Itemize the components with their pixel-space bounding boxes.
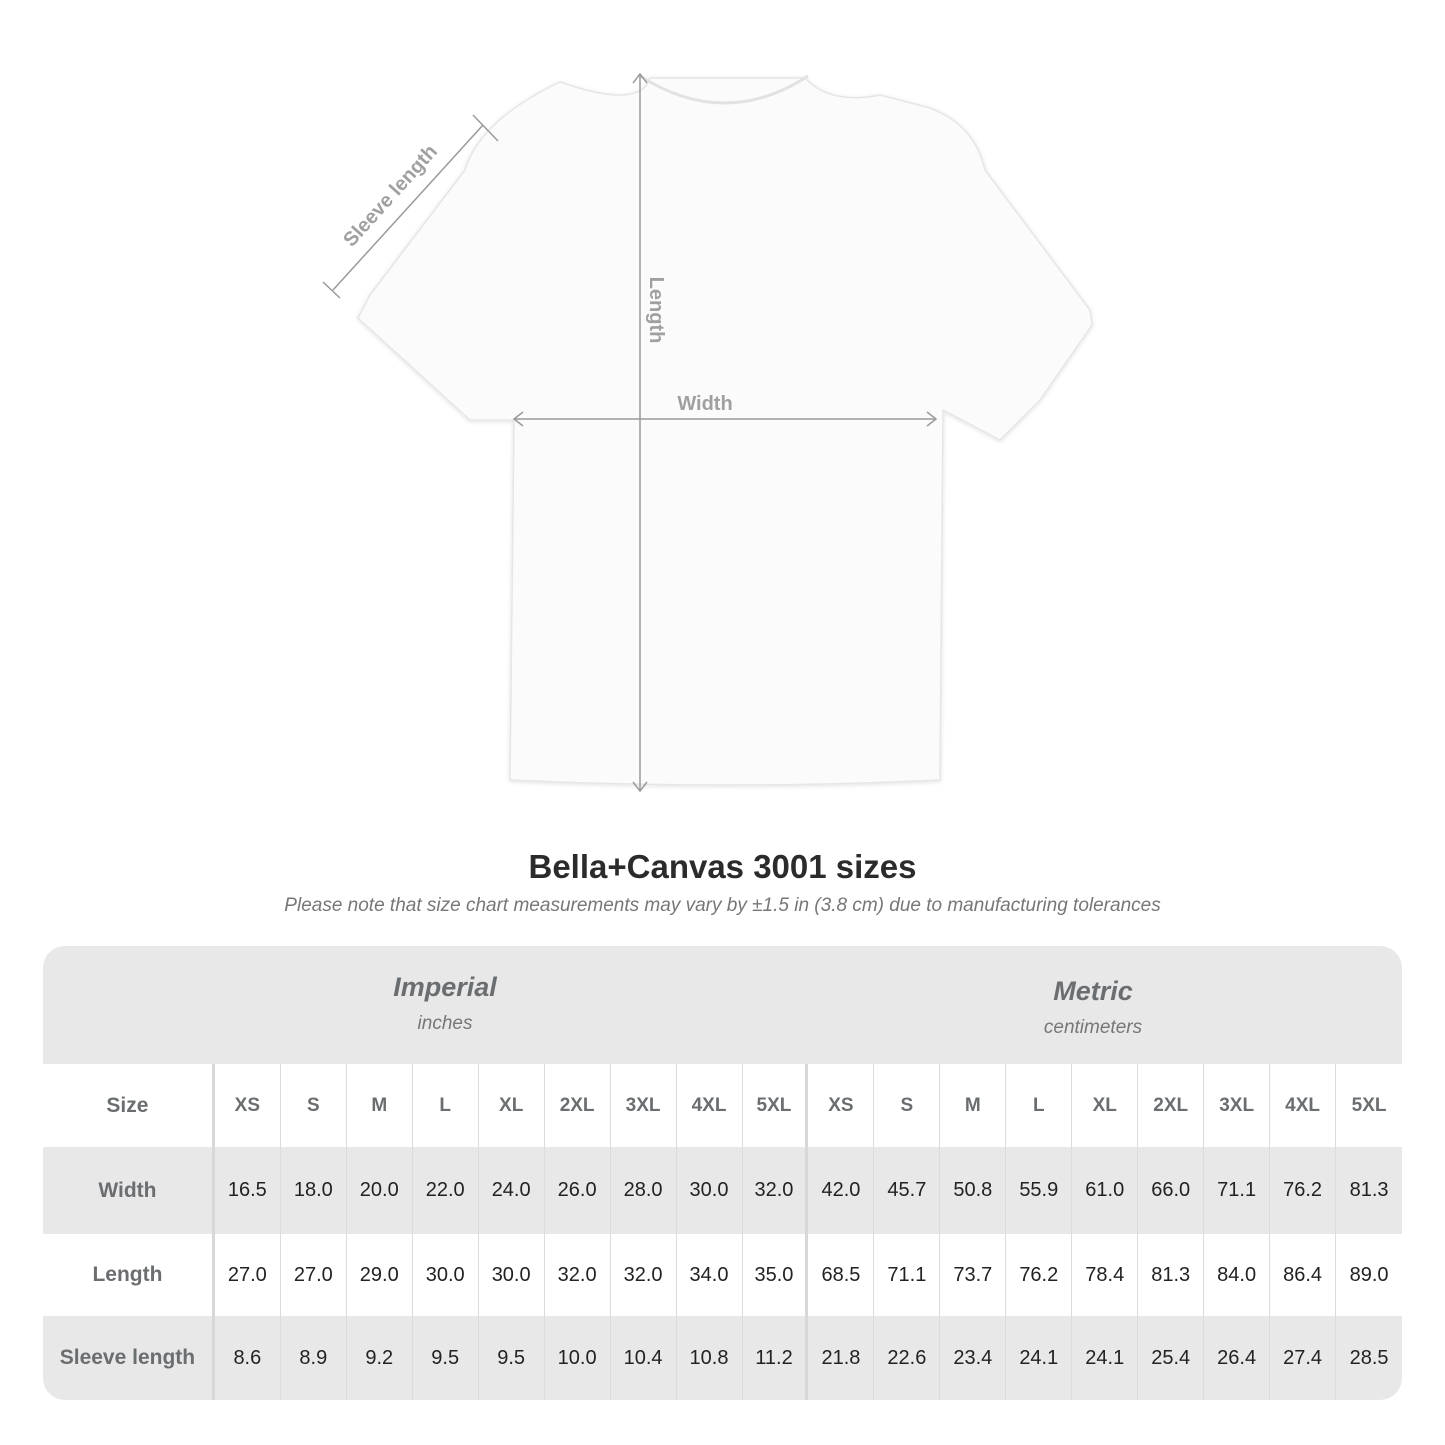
metric-size-S: S xyxy=(874,1064,941,1147)
metric-size-XL: XL xyxy=(1072,1064,1139,1147)
metric-size-3XL: 3XL xyxy=(1204,1064,1271,1147)
metric-value-cell: 73.7 xyxy=(940,1234,1007,1316)
imperial-value-cell: 10.0 xyxy=(545,1316,611,1400)
metric-size-XS: XS xyxy=(808,1064,875,1147)
imperial-size-5XL: 5XL xyxy=(743,1064,809,1147)
metric-value-cell: 71.1 xyxy=(1204,1147,1271,1234)
metric-value-cell: 66.0 xyxy=(1138,1147,1205,1234)
imperial-value-cell: 29.0 xyxy=(347,1234,413,1316)
table-row: Sleeve length 8.6 8.9 9.2 9.5 9.5 10.0 10.4 10.8… xyxy=(43,1316,1402,1400)
metric-value-cell: 76.2 xyxy=(1270,1147,1337,1234)
imperial-value-cell: 30.0 xyxy=(479,1234,545,1316)
size-header-row: Size XS S M L XL 2XL 3XL 4XL 5XL XS S M L XL 2XL 3XL 4XL 5… xyxy=(43,1064,1402,1147)
imperial-value-cell: 30.0 xyxy=(413,1234,479,1316)
metric-value-cell: 50.8 xyxy=(940,1147,1007,1234)
metric-value-cell: 23.4 xyxy=(940,1316,1007,1400)
metric-value-cell: 25.4 xyxy=(1138,1316,1205,1400)
metric-value-cell: 86.4 xyxy=(1270,1234,1337,1316)
metric-value-cell: 78.4 xyxy=(1072,1234,1139,1316)
metric-title: Metric xyxy=(1053,976,1133,1006)
metric-size-L: L xyxy=(1006,1064,1073,1147)
imperial-value-cell: 34.0 xyxy=(677,1234,743,1316)
imperial-size-L: L xyxy=(413,1064,479,1147)
imperial-value-cell: 8.9 xyxy=(281,1316,347,1400)
tshirt-shape xyxy=(357,77,1093,786)
imperial-value-cell: 28.0 xyxy=(611,1147,677,1234)
imperial-unit: inches xyxy=(417,1013,473,1034)
imperial-value-cell: 10.8 xyxy=(677,1316,743,1400)
imperial-value-cell: 32.0 xyxy=(611,1234,677,1316)
table-row: Length 27.0 27.0 29.0 30.0 30.0 32.0 32.0 34.0 35… xyxy=(43,1234,1402,1316)
imperial-size-3XL: 3XL xyxy=(611,1064,677,1147)
tolerance-note: Please note that size chart measurements… xyxy=(284,895,1161,916)
table-row: Width 16.5 18.0 20.0 22.0 24.0 26.0 28.0 30.0 32.… xyxy=(43,1147,1402,1234)
imperial-header: Imperial inches xyxy=(215,972,675,1035)
imperial-size-XL: XL xyxy=(479,1064,545,1147)
imperial-value-cell: 27.0 xyxy=(281,1234,347,1316)
metric-value-cell: 21.8 xyxy=(808,1316,875,1400)
metric-value-cell: 28.5 xyxy=(1349,1346,1389,1369)
imperial-value-cell: 9.5 xyxy=(413,1316,479,1400)
metric-header: Metric centimeters xyxy=(808,976,1378,1039)
metric-value-cell: 81.3 xyxy=(1349,1179,1389,1201)
metric-value-cell: 55.9 xyxy=(1006,1147,1073,1234)
metric-size-2XL: 2XL xyxy=(1138,1064,1205,1147)
metric-value-cell: 24.1 xyxy=(1006,1316,1073,1400)
imperial-value-cell: 32.0 xyxy=(545,1234,611,1316)
metric-size-4XL: 4XL xyxy=(1270,1064,1337,1147)
metric-value-cell: 42.0 xyxy=(808,1147,875,1234)
metric-value-cell: 45.7 xyxy=(874,1147,941,1234)
imperial-value-cell: 20.0 xyxy=(347,1147,413,1234)
imperial-value-cell: 16.5 xyxy=(215,1147,281,1234)
imperial-size-S: S xyxy=(281,1064,347,1147)
imperial-size-XS: XS xyxy=(215,1064,281,1147)
imperial-title: Imperial xyxy=(393,972,497,1002)
metric-value-cell: 24.1 xyxy=(1072,1316,1139,1400)
metric-value-cell: 61.0 xyxy=(1072,1147,1139,1234)
imperial-value-cell: 26.0 xyxy=(545,1147,611,1234)
imperial-value-cell: 8.6 xyxy=(215,1316,281,1400)
imperial-value-cell: 10.4 xyxy=(611,1316,677,1400)
metric-value-cell: 27.4 xyxy=(1270,1316,1337,1400)
metric-unit: centimeters xyxy=(1043,1017,1143,1038)
row-label: Sleeve length xyxy=(43,1316,215,1400)
metric-value-cell: 76.2 xyxy=(1006,1234,1073,1316)
imperial-value-cell: 32.0 xyxy=(743,1147,809,1234)
metric-size-5XL: 5XL xyxy=(1351,1094,1387,1116)
chart-title: Bella+Canvas 3001 sizes xyxy=(528,848,917,885)
imperial-value-cell: 18.0 xyxy=(281,1147,347,1234)
imperial-size-M: M xyxy=(347,1064,413,1147)
imperial-value-cell: 22.0 xyxy=(413,1147,479,1234)
imperial-value-cell: 9.5 xyxy=(479,1316,545,1400)
imperial-value-cell: 9.2 xyxy=(347,1316,413,1400)
metric-size-M: M xyxy=(940,1064,1007,1147)
imperial-value-cell: 24.0 xyxy=(479,1147,545,1234)
row-label: Width xyxy=(43,1147,215,1234)
measure-lines xyxy=(322,72,938,793)
metric-value-cell: 81.3 xyxy=(1138,1234,1205,1316)
metric-value-cell: 22.6 xyxy=(874,1316,941,1400)
tshirt-diagram: Sleeve length Length Width xyxy=(322,72,1093,793)
size-table: Imperial inches Metric centimeters Size X… xyxy=(43,946,1402,1400)
imperial-size-4XL: 4XL xyxy=(677,1064,743,1147)
imperial-value-cell: 30.0 xyxy=(677,1147,743,1234)
width-label: Width xyxy=(677,393,732,415)
imperial-size-2XL: 2XL xyxy=(545,1064,611,1147)
metric-value-cell: 89.0 xyxy=(1349,1263,1389,1286)
table-header-band: Imperial inches Metric centimeters xyxy=(43,946,1402,1064)
metric-value-cell: 68.5 xyxy=(808,1234,875,1316)
imperial-value-cell: 11.2 xyxy=(743,1316,809,1400)
length-label: Length xyxy=(645,277,667,344)
metric-value-cell: 26.4 xyxy=(1204,1316,1271,1400)
metric-value-cell: 71.1 xyxy=(874,1234,941,1316)
metric-value-cell: 84.0 xyxy=(1204,1234,1271,1316)
row-label: Length xyxy=(43,1234,215,1316)
imperial-value-cell: 35.0 xyxy=(743,1234,809,1316)
imperial-value-cell: 27.0 xyxy=(215,1234,281,1316)
size-column-label: Size xyxy=(43,1064,215,1147)
